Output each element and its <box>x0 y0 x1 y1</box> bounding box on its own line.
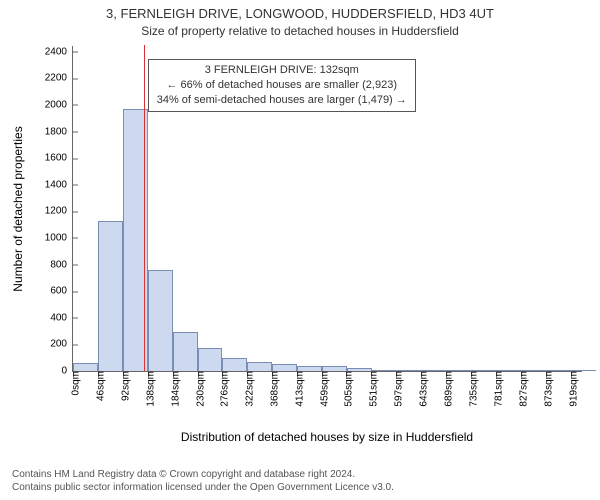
info-box: 3 FERNLEIGH DRIVE: 132sqm← 66% of detach… <box>148 59 416 112</box>
info-box-line: 34% of semi-detached houses are larger (… <box>157 93 407 108</box>
y-tick-label: 600 <box>50 286 73 297</box>
y-tick-label: 1000 <box>45 232 73 243</box>
plot-area: 0200400600800100012001400160018002000220… <box>72 46 582 372</box>
histogram-bar <box>222 358 247 371</box>
histogram-bar <box>322 366 347 371</box>
x-tick-label: 184sqm <box>164 371 181 407</box>
histogram-bar <box>447 370 472 371</box>
x-tick-label: 597sqm <box>388 371 405 407</box>
histogram-bar <box>247 362 272 371</box>
histogram-bar <box>98 221 123 371</box>
x-tick-label: 689sqm <box>438 371 455 407</box>
x-tick-label: 276sqm <box>214 371 231 407</box>
y-tick-label: 1200 <box>45 206 73 217</box>
y-tick-label: 1600 <box>45 153 73 164</box>
histogram-bar <box>148 270 173 371</box>
histogram-bar <box>571 370 596 371</box>
reference-line <box>144 45 145 371</box>
x-tick-label: 919sqm <box>562 371 579 407</box>
property-size-chart: 3, FERNLEIGH DRIVE, LONGWOOD, HUDDERSFIE… <box>0 0 600 500</box>
chart-title: 3, FERNLEIGH DRIVE, LONGWOOD, HUDDERSFIE… <box>0 6 600 21</box>
x-tick-label: 873sqm <box>537 371 554 407</box>
histogram-bar <box>173 332 198 371</box>
x-tick-label: 46sqm <box>89 371 106 401</box>
histogram-bar <box>73 363 98 371</box>
x-tick-label: 368sqm <box>264 371 281 407</box>
histogram-bar <box>521 370 546 371</box>
x-tick-label: 781sqm <box>487 371 504 407</box>
y-tick-label: 200 <box>50 339 73 350</box>
chart-subtitle: Size of property relative to detached ho… <box>0 24 600 38</box>
histogram-bar <box>471 370 496 371</box>
histogram-bar <box>546 370 571 371</box>
footer-line: Contains HM Land Registry data © Crown c… <box>12 468 394 481</box>
y-tick-label: 2000 <box>45 99 73 110</box>
x-tick-label: 0sqm <box>65 371 82 395</box>
y-tick-label: 2200 <box>45 73 73 84</box>
x-axis-label: Distribution of detached houses by size … <box>181 430 473 444</box>
x-tick-label: 643sqm <box>413 371 430 407</box>
y-tick-label: 400 <box>50 312 73 323</box>
y-tick-label: 1800 <box>45 126 73 137</box>
y-tick-label: 800 <box>50 259 73 270</box>
info-box-line: ← 66% of detached houses are smaller (2,… <box>157 78 407 93</box>
histogram-bar <box>372 370 397 371</box>
x-tick-label: 551sqm <box>363 371 380 407</box>
x-tick-label: 827sqm <box>512 371 529 407</box>
x-tick-label: 459sqm <box>313 371 330 407</box>
x-tick-label: 92sqm <box>114 371 131 401</box>
info-box-line: 3 FERNLEIGH DRIVE: 132sqm <box>157 63 407 78</box>
histogram-bar <box>198 348 223 371</box>
histogram-bar <box>422 370 447 371</box>
histogram-bar <box>272 364 297 371</box>
x-tick-label: 138sqm <box>139 371 156 407</box>
x-tick-label: 230sqm <box>189 371 206 407</box>
x-tick-label: 413sqm <box>288 371 305 407</box>
y-tick-label: 2400 <box>45 46 73 57</box>
histogram-bar <box>397 370 422 371</box>
y-tick-label: 1400 <box>45 179 73 190</box>
footer-attribution: Contains HM Land Registry data © Crown c… <box>12 468 394 494</box>
histogram-bar <box>347 368 372 371</box>
x-tick-label: 505sqm <box>338 371 355 407</box>
footer-line: Contains public sector information licen… <box>12 481 394 494</box>
x-tick-label: 322sqm <box>239 371 256 407</box>
x-tick-label: 735sqm <box>462 371 479 407</box>
y-axis-label: Number of detached properties <box>11 126 25 291</box>
histogram-bar <box>297 366 322 371</box>
histogram-bar <box>496 370 521 371</box>
